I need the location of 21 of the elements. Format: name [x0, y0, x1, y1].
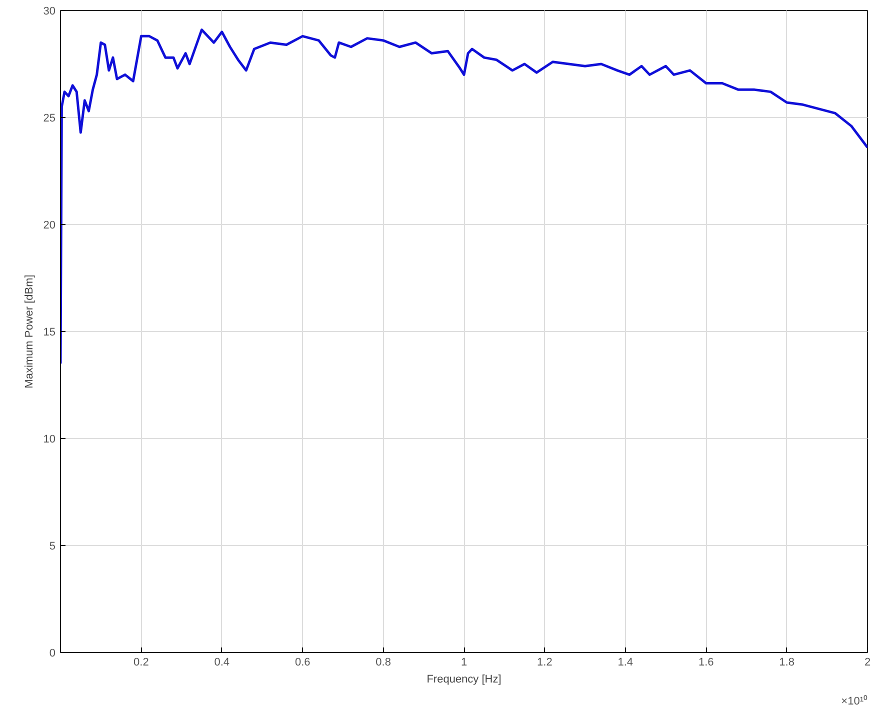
y-tick-label: 15 — [43, 326, 56, 338]
x-tick-label: 0.6 — [294, 656, 310, 668]
x-tick-label: 1 — [460, 656, 468, 668]
text: ×10¹⁰ — [841, 694, 868, 708]
y-tick-label: 10 — [43, 434, 56, 446]
y-tick-label: 25 — [43, 112, 56, 124]
x-tick-label: 0.2 — [134, 656, 149, 668]
x-tick-label: 1.2 — [537, 656, 552, 668]
x-tick-label: 0.8 — [376, 656, 391, 668]
y-tick-label: 5 — [49, 540, 56, 552]
y-tick-label: 30 — [43, 6, 56, 18]
y-tick-label: 20 — [43, 220, 56, 232]
y-axis-title: Maximum Power [dBm] — [23, 274, 36, 388]
x-tick-label: 2 — [864, 656, 871, 668]
y-tick-label: 0 — [49, 648, 56, 660]
x-axis-title: Frequency [Hz] — [426, 674, 502, 686]
x-tick-label: 0.4 — [214, 656, 230, 668]
x-tick-label: 1.8 — [779, 656, 794, 668]
x-tick-label: 1.4 — [618, 656, 634, 668]
x-tick-label: 1.6 — [698, 656, 714, 668]
line-series — [60, 28, 868, 365]
